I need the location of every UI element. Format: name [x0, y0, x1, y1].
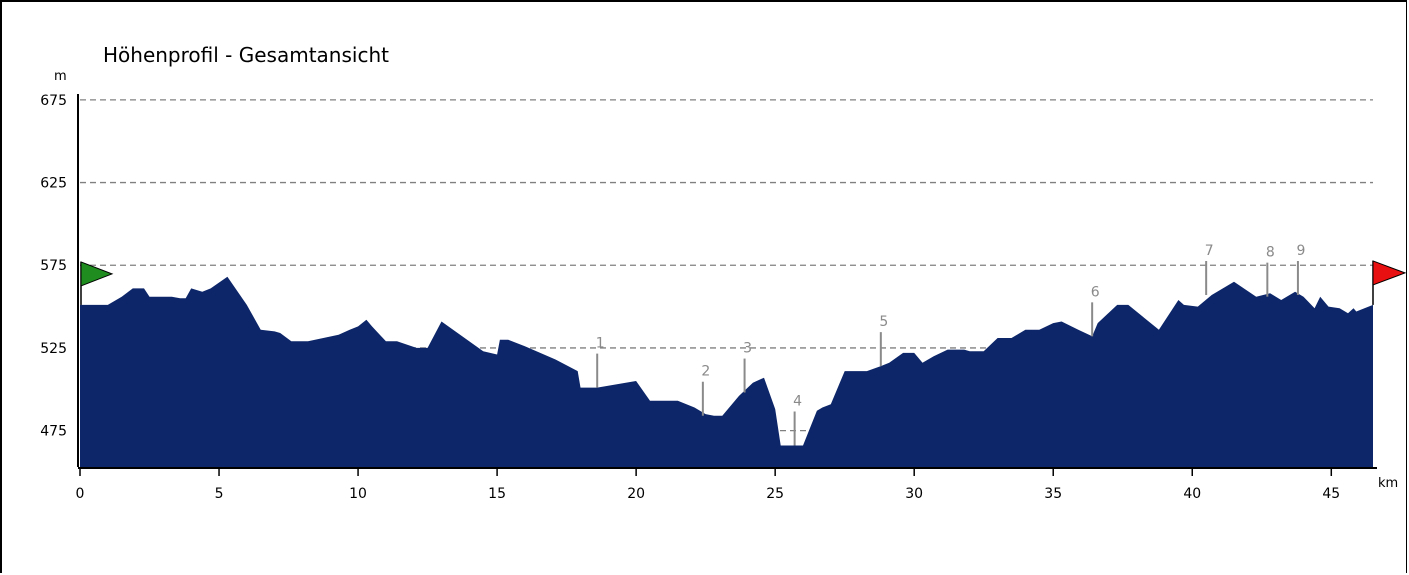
x-tick-label: 0 — [76, 486, 85, 502]
chart-title: Höhenprofil - Gesamtansicht — [103, 43, 389, 67]
x-tick-label: 35 — [1044, 486, 1062, 502]
x-tick-label: 20 — [627, 486, 645, 502]
x-tick-label: 25 — [766, 486, 784, 502]
x-tick-label: 15 — [488, 486, 506, 502]
waypoint-label: 8 — [1266, 245, 1275, 261]
x-tick-label: 10 — [349, 486, 367, 502]
y-tick-label: 525 — [40, 341, 67, 357]
waypoint-label: 2 — [701, 364, 710, 380]
x-tick-label: 30 — [905, 486, 923, 502]
elevation-area — [80, 277, 1373, 467]
y-axis-unit: m — [54, 69, 67, 84]
y-tick-label: 575 — [40, 258, 67, 274]
waypoint-label: 1 — [596, 336, 605, 352]
waypoint-label: 9 — [1296, 243, 1305, 259]
waypoint-label: 6 — [1091, 284, 1100, 300]
start-flag-icon — [81, 262, 112, 286]
waypoint-label: 4 — [793, 394, 802, 410]
waypoint-label: 5 — [879, 314, 888, 330]
waypoint-label: 3 — [743, 341, 752, 357]
x-axis-unit: km — [1378, 476, 1398, 491]
x-tick-label: 45 — [1322, 486, 1340, 502]
y-tick-label: 675 — [40, 93, 67, 109]
y-tick-label: 475 — [40, 424, 67, 440]
x-tick-label: 40 — [1183, 486, 1201, 502]
end-flag-icon — [1373, 261, 1405, 285]
waypoint-label: 7 — [1205, 243, 1214, 259]
x-tick-label: 5 — [215, 486, 224, 502]
y-tick-label: 625 — [40, 176, 67, 192]
